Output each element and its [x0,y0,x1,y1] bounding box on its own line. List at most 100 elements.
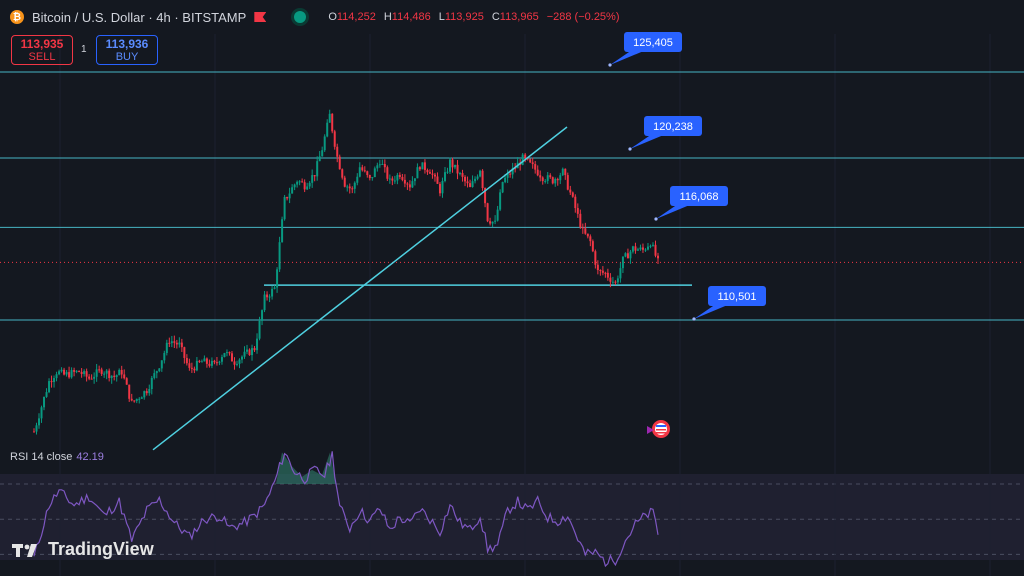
rsi-legend[interactable]: RSI 14 close 42.19 [10,451,104,463]
candle [198,359,201,363]
candle [311,169,314,188]
candle [428,169,431,174]
candle [261,309,264,326]
price-callout[interactable]: 116,068 [654,186,728,221]
trendline[interactable] [152,126,568,451]
callout-label: 110,501 [718,291,757,303]
price-callouts[interactable]: 125,405 120,238 116,068 110,501 [608,32,766,321]
rsi-overbought-fill [276,452,336,484]
rsi-value: 42.19 [76,451,104,463]
candle [145,388,148,396]
candle [431,169,434,179]
symbol-title[interactable]: Bitcoin / U.S. Dollar · 4h · BITSTAMP [32,9,247,25]
candle [381,159,384,166]
candle [631,245,634,254]
candle [251,344,254,361]
candle [378,159,381,168]
candle [406,182,409,190]
candle [559,172,562,185]
candle [388,174,391,184]
change-value: −288 (−0.25%) [546,11,620,23]
event-flag-icon[interactable] [647,420,670,438]
candle [48,378,51,394]
candle [248,348,251,356]
candle [195,357,198,372]
candle [55,371,58,382]
price-callout[interactable]: 110,501 [692,286,766,321]
candle [333,129,336,150]
candle [60,367,63,373]
candle [180,338,183,352]
candle [594,249,597,269]
candle [461,169,464,182]
candle [591,239,594,253]
candle [441,177,444,198]
candle [215,356,218,366]
candle [499,189,502,212]
candle [271,285,274,300]
candle [639,244,642,251]
candle [366,170,369,178]
candle [328,109,331,123]
candle [273,285,276,290]
quantity[interactable]: 1 [81,44,87,55]
candle [110,375,113,384]
candle [586,233,589,239]
candle [238,358,241,369]
candle [183,346,186,364]
candle [343,175,346,188]
candle [301,178,304,183]
candle [40,405,43,423]
candles [33,109,659,435]
candle [128,384,131,402]
candle [609,273,612,288]
candle [376,162,379,172]
candle [200,359,203,363]
candle [479,169,482,178]
rsi-series-line [33,451,659,568]
candle [108,368,111,382]
candle [368,174,371,181]
candle [356,173,359,186]
candle [140,396,143,399]
candle [308,181,311,189]
callout-label: 125,405 [633,37,673,49]
candle [185,354,188,366]
candle [138,397,141,404]
callout-label: 120,238 [653,121,693,133]
candle [551,176,554,185]
candle [341,168,344,180]
candle [531,157,534,169]
candle [163,350,166,364]
bitcoin-icon: ₿ [10,10,24,24]
candle [43,396,46,411]
buy-button[interactable]: 113,936 BUY [96,35,158,65]
flag-icon[interactable] [254,12,267,22]
candle [203,355,206,362]
sell-button[interactable]: 113,935 SELL [11,35,73,65]
candle [313,175,316,182]
candle [511,162,514,179]
candle [98,365,101,373]
candle [316,156,319,181]
candle [278,236,281,272]
candle [115,374,118,382]
candle [393,175,396,184]
candle [348,183,351,194]
candle [93,372,96,384]
candle [571,191,574,198]
price-callout[interactable]: 125,405 [608,32,682,67]
candle [574,194,577,213]
candle [33,428,35,433]
candle [321,146,324,157]
candle [291,184,294,194]
candle [268,294,271,303]
candle [556,177,559,186]
symbol-header: ₿ Bitcoin / U.S. Dollar · 4h · BITSTAMP … [0,0,620,34]
candle [361,164,364,172]
candle [651,242,654,247]
price-callout[interactable]: 120,238 [628,116,702,151]
candle [331,113,334,134]
candle [58,369,61,376]
